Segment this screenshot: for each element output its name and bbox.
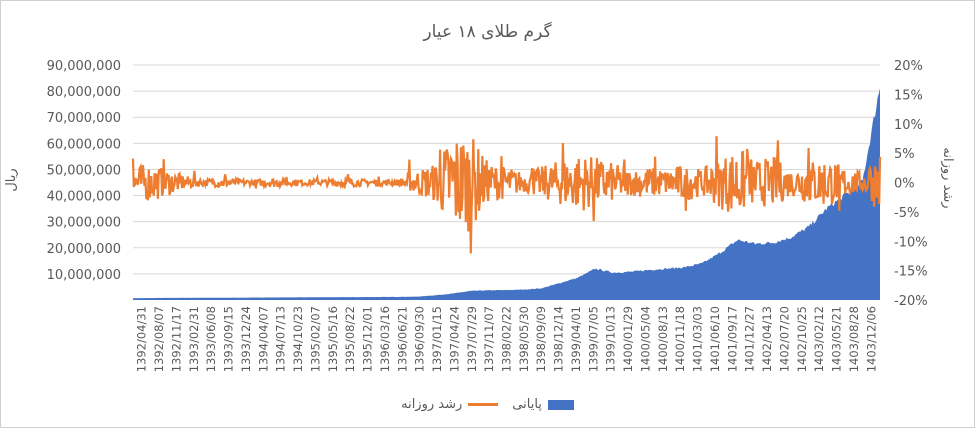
x-tick: 1396/03/16	[378, 306, 392, 372]
legend-swatch-line	[468, 403, 499, 406]
y-axis-right-ticks: -20% -15% -10% -5% 0% 5% 10% 15% 20%	[894, 59, 928, 309]
x-tick: 1397/07/29	[465, 306, 479, 372]
x-tick: 1399/07/05	[586, 306, 600, 372]
series-area-closing-price	[133, 88, 880, 300]
x-tick: 1398/12/14	[552, 306, 566, 372]
x-tick: 1394/07/13	[274, 306, 288, 372]
legend-item-area: پایانی	[512, 397, 574, 412]
x-tick: 1402/10/25	[795, 306, 809, 372]
y-left-tick: 60,000,000	[47, 137, 121, 152]
x-tick: 1394/10/23	[291, 306, 305, 372]
x-tick: 1402/04/13	[760, 306, 774, 372]
x-tick: 1393/02/31	[187, 306, 201, 372]
y-left-tick: 30,000,000	[47, 216, 121, 231]
y-left-tick: 20,000,000	[47, 242, 121, 257]
x-tick: 1397/01/15	[430, 306, 444, 372]
x-axis-ticks: 1392/04/31 1392/08/07 1392/11/17 1393/02/31…	[135, 306, 879, 372]
y-left-tick: 10,000,000	[47, 268, 121, 283]
y-right-tick: -10%	[894, 235, 928, 250]
x-tick: 1393/12/24	[239, 306, 253, 372]
y-left-tick: 90,000,000	[47, 59, 121, 74]
x-tick: 1400/08/13	[656, 306, 670, 372]
x-tick: 1392/08/07	[152, 306, 166, 372]
y-left-tick: 40,000,000	[47, 190, 121, 205]
x-tick: 1401/03/03	[691, 306, 705, 372]
x-tick: 1402/07/20	[778, 306, 792, 372]
y-right-tick: -5%	[894, 206, 919, 221]
x-tick: 1403/05/21	[830, 306, 844, 372]
legend-item-line: رشد روزانه	[401, 397, 499, 412]
y-right-tick: 20%	[894, 59, 923, 74]
x-tick: 1395/02/07	[308, 306, 322, 372]
y-right-tick: 15%	[894, 88, 923, 103]
x-tick: 1395/08/22	[343, 306, 357, 372]
y-axis-left-ticks: 10,000,000 20,000,000 30,000,000 40,000,000…	[47, 59, 121, 283]
legend-label-area: پایانی	[512, 397, 542, 412]
x-tick: 1394/04/07	[256, 306, 270, 372]
x-tick: 1396/06/21	[395, 306, 409, 372]
y-right-tick: -20%	[894, 294, 928, 309]
x-tick: 1392/11/17	[169, 306, 183, 372]
x-tick: 1397/11/07	[482, 306, 496, 372]
x-tick: 1398/02/22	[500, 306, 514, 372]
x-tick: 1400/11/18	[673, 306, 687, 372]
legend-label-line: رشد روزانه	[401, 397, 463, 412]
x-tick: 1395/12/01	[361, 306, 375, 372]
legend-swatch-area	[547, 399, 574, 410]
x-tick: 1403/12/06	[864, 306, 878, 372]
legend: پایانی رشد روزانه	[0, 397, 975, 412]
y-right-tick: 0%	[894, 177, 915, 192]
x-tick: 1396/09/30	[413, 306, 427, 372]
y-right-tick: -15%	[894, 265, 928, 280]
x-tick: 1401/09/17	[725, 306, 739, 372]
x-tick: 1397/04/24	[447, 306, 461, 372]
x-tick: 1399/04/01	[569, 306, 583, 372]
x-tick: 1398/09/09	[534, 306, 548, 372]
x-tick: 1398/05/30	[517, 306, 531, 372]
x-tick: 1395/05/16	[326, 306, 340, 372]
x-tick: 1399/10/13	[604, 306, 618, 372]
x-tick: 1392/04/31	[135, 306, 149, 372]
x-tick: 1401/12/27	[743, 306, 757, 372]
x-tick: 1401/06/10	[708, 306, 722, 372]
y-left-tick: 80,000,000	[47, 85, 121, 100]
y-right-tick: 5%	[894, 147, 915, 162]
x-tick: 1400/01/29	[621, 306, 635, 372]
x-tick: 1393/06/08	[204, 306, 218, 372]
x-tick: 1400/05/04	[639, 306, 653, 372]
x-tick: 1403/02/12	[812, 306, 826, 372]
series-line-daily-growth	[131, 136, 882, 254]
y-right-tick: 10%	[894, 118, 923, 133]
y-left-tick: 50,000,000	[47, 163, 121, 178]
y-left-tick: 70,000,000	[47, 111, 121, 126]
chart-title: گرم طلای ۱۸ عیار	[423, 22, 552, 42]
x-tick: 1403/08/28	[847, 306, 861, 372]
x-tick: 1393/09/15	[222, 306, 236, 372]
